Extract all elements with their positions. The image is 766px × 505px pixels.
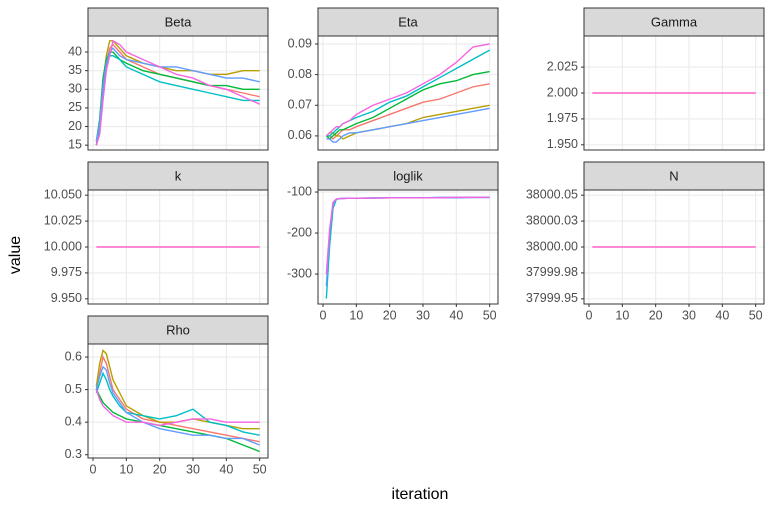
x-tick-label: 20: [649, 308, 663, 322]
x-tick-label: 10: [615, 308, 629, 322]
y-tick-label: 10.050: [44, 187, 82, 201]
strip-title: Beta: [165, 14, 193, 29]
x-tick-label: 40: [219, 462, 233, 476]
strip: [583, 7, 765, 37]
y-tick-label: 0.06: [288, 128, 312, 142]
y-tick-label: 0.3: [65, 447, 82, 461]
y-tick-label: 0.6: [65, 349, 82, 363]
series-line: [325, 70, 490, 140]
strip-title: Eta: [398, 14, 418, 29]
series-line: [95, 47, 260, 142]
x-tick-label: 50: [749, 308, 763, 322]
y-tick-label: 38000.05: [526, 187, 578, 201]
y-tick-label: 1.975: [547, 111, 578, 125]
panel-border: [583, 35, 765, 151]
y-tick-label: 38000.00: [526, 239, 578, 253]
y-tick-label: 2.025: [547, 59, 578, 73]
x-tick-label: 20: [153, 462, 167, 476]
strip: [87, 315, 269, 345]
strip-title: k: [175, 168, 182, 183]
x-tick-label: 50: [253, 462, 267, 476]
x-tick-label: 20: [383, 308, 397, 322]
x-tick-label: 40: [715, 308, 729, 322]
strip: [87, 161, 269, 191]
y-tick-label: -300: [287, 266, 312, 280]
panel-background: [318, 190, 498, 304]
series-line: [95, 365, 260, 446]
x-tick-label: 30: [682, 308, 696, 322]
y-tick-label: 25: [68, 100, 82, 114]
y-tick-label: 15: [68, 137, 82, 151]
x-tick-label: 30: [416, 308, 430, 322]
panel-background: [88, 36, 268, 150]
strip-title: Rho: [166, 322, 190, 337]
strip-title: loglik: [393, 168, 423, 183]
y-tick-label: 9.950: [51, 291, 82, 305]
series-line: [325, 196, 490, 275]
y-tick-label: -100: [287, 184, 312, 198]
y-tick-label: 2.000: [547, 85, 578, 99]
y-tick-label: 37999.95: [526, 291, 578, 305]
series-line: [326, 83, 490, 140]
series-line: [95, 389, 260, 427]
panel-background: [88, 344, 268, 458]
y-tick-label: 37999.98: [526, 265, 578, 279]
y-tick-label: 10.000: [44, 239, 82, 253]
y-tick-label: 9.975: [51, 265, 82, 279]
y-tick-label: 1.950: [547, 137, 578, 151]
y-axis-title: value: [7, 236, 24, 274]
y-tick-label: 0.08: [288, 67, 312, 81]
panel-border: [87, 189, 269, 305]
panel-border: [87, 343, 269, 459]
y-tick-label: 0.4: [65, 414, 82, 428]
series-line: [326, 107, 490, 143]
series-line: [326, 49, 491, 137]
x-axis-title: iteration: [392, 486, 449, 503]
y-tick-label: 0.5: [65, 382, 82, 396]
y-tick-label: 30: [68, 82, 82, 96]
x-tick-label: 50: [483, 308, 497, 322]
series-line: [325, 43, 490, 137]
panel-border: [87, 35, 269, 151]
x-tick-label: 0: [320, 308, 327, 322]
y-tick-label: 40: [68, 44, 82, 58]
y-tick-label: 0.09: [288, 36, 312, 50]
y-tick-label: 35: [68, 63, 82, 77]
strip: [317, 7, 499, 37]
x-tick-label: 30: [186, 462, 200, 476]
series-line: [95, 51, 260, 142]
y-tick-label: 20: [68, 119, 82, 133]
strip-title: N: [669, 168, 678, 183]
series-line: [95, 371, 260, 436]
x-tick-label: 10: [119, 462, 133, 476]
strip: [87, 7, 269, 37]
panel-border: [317, 35, 499, 151]
x-tick-label: 10: [349, 308, 363, 322]
y-tick-label: -200: [287, 225, 312, 239]
y-tick-label: 38000.03: [526, 213, 578, 227]
x-tick-label: 40: [449, 308, 463, 322]
panel-border: [317, 189, 499, 305]
panel-border: [583, 189, 765, 305]
x-tick-label: 0: [90, 462, 97, 476]
panel-background: [318, 36, 498, 150]
y-tick-label: 0.07: [288, 98, 312, 112]
series-line: [95, 39, 260, 146]
x-tick-label: 0: [586, 308, 593, 322]
y-tick-label: 10.025: [44, 213, 82, 227]
strip-title: Gamma: [651, 14, 698, 29]
